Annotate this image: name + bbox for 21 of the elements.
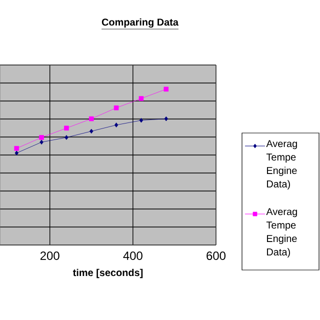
point bbox=[114, 122, 118, 128]
x-tick-label: 200 bbox=[40, 252, 60, 260]
point bbox=[14, 150, 18, 156]
legend-label: Averag Tempe Engine Data) bbox=[266, 208, 297, 258]
point bbox=[114, 105, 119, 110]
x-tick-label: 600 bbox=[206, 252, 226, 260]
point bbox=[64, 135, 68, 140]
point bbox=[88, 116, 94, 122]
point bbox=[40, 140, 44, 145]
point bbox=[138, 96, 144, 101]
point bbox=[14, 146, 20, 151]
chart-title: Comparing Data bbox=[102, 18, 179, 28]
point bbox=[164, 116, 168, 122]
x-tick-label: 400 bbox=[123, 252, 142, 260]
point bbox=[64, 126, 69, 131]
point bbox=[90, 128, 94, 134]
point bbox=[39, 135, 44, 140]
point bbox=[139, 118, 144, 123]
point bbox=[164, 86, 169, 92]
legend-label: Averag Tempe Engine Data) bbox=[266, 140, 297, 190]
x-axis-title: time [seconds] bbox=[72, 268, 143, 278]
